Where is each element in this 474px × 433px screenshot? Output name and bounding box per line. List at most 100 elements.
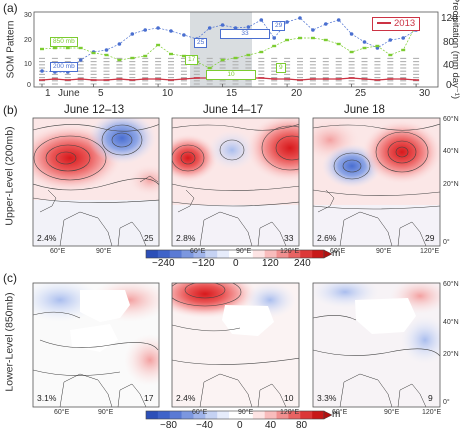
b-lat-60: 60°N [443,116,459,123]
panel-b-label: (b) [3,103,18,117]
colorbar-cell [264,250,277,258]
map-c2 [172,283,299,407]
colorbar-cell [193,250,206,258]
colorbar-c [145,410,333,420]
cbar-c-tick-0: −80 [160,420,177,431]
green-point [259,50,264,54]
map-b2-pct: 2.8% [176,233,196,243]
green-point [104,53,109,57]
x-tick-marks [41,84,417,87]
colorbar-cell [240,250,254,258]
colorbar-cell [229,250,242,258]
cbar-c-tick-1: −40 [196,420,213,431]
colorbar-cell [288,250,301,258]
map-c2-pattern: 10 [284,393,294,403]
colorbar-cell [193,411,206,419]
green-point [233,56,238,60]
tag-10: 10 [206,70,256,80]
c-lat-0: 0° [443,399,450,406]
map-c1 [33,283,159,407]
green-point [143,54,148,58]
map-c1-pct: 3.1% [37,393,57,403]
cbar-b-tick-4: 240 [294,258,311,269]
green-point [336,42,341,46]
tag-25: 25 [194,38,208,48]
tag-17: 17 [185,55,199,65]
blue-point [130,32,135,36]
colorbar-cell [252,250,265,258]
green-point [310,36,315,40]
colorbar-arrow [323,410,333,420]
colorbar-cell [217,250,230,258]
map-b2-title: June 14–17 [203,104,264,116]
map-b3 [313,118,440,246]
c-lat-40: 40°N [443,319,459,326]
b2-lon-60: 60°E [190,248,206,255]
c3-lon-120: 120°E [422,409,442,416]
c-lat-20: 20°N [443,351,459,358]
plot-frame [33,11,439,88]
green-point [52,46,57,50]
map-c1-frame [32,282,160,408]
blue-point [311,28,315,32]
x-tick-30: 30 [419,88,431,99]
c1-lon-60: 60°E [54,409,70,416]
blue-point [349,32,354,36]
green-point [181,54,186,58]
c2-lon-120: 120°E [280,409,300,416]
colorbar-cell [312,411,325,419]
colorbar-cell [157,411,171,419]
month-label: June [58,88,80,99]
c1-lon-90: 90°E [98,409,114,416]
blue-point [233,26,238,30]
left-tick-0: 0 [27,82,31,89]
map-c2-pct: 2.4% [176,393,196,403]
green-point [388,53,393,57]
blue-point [169,29,173,33]
cbar-b-unit: m [332,248,341,259]
blue-point [285,20,289,24]
b1-lon-60: 60°E [50,248,66,255]
colorbar-cell [205,411,218,419]
colorbar-cell [169,411,182,419]
right-tick-40: 40 [443,60,455,71]
colorbar-cell [169,250,182,258]
colorbar-cell [157,250,171,258]
b3-lon-60: 60°E [330,248,346,255]
green-point [91,51,96,55]
gray-boxplots [39,57,420,85]
green-point [117,58,122,62]
green-point [65,46,70,50]
map-b2-pattern: 33 [284,233,294,243]
cbar-b-tick-1: −120 [192,258,215,269]
map-c3-pattern: 9 [428,393,433,403]
cbar-b-tick-0: −240 [152,258,175,269]
blue-point [156,26,160,30]
green-point [298,36,302,40]
b-lat-40: 40°N [443,148,459,155]
green-point [323,38,328,42]
x-tick-25: 25 [355,88,367,99]
blue-point [298,16,302,20]
blue-point [401,36,406,40]
blue-point [78,58,83,62]
cbar-c-tick-4: 80 [296,420,308,431]
cbar-b-tick-2: 0 [233,258,239,269]
green-point [78,46,83,50]
map-c2-frame [171,282,300,408]
colorbar-cell [276,250,289,258]
map-b1-frame [32,117,160,247]
tag-200mb: 200 mb [50,62,78,72]
colorbar-cell [217,411,230,419]
panel-c-side-title: Lower-Level (850mb) [3,292,16,392]
green-point [285,38,290,42]
map-b3-pct: 2.6% [317,233,337,243]
legend-line [377,22,391,25]
map-c3 [313,283,440,407]
cbar-c-tick-2: 0 [237,420,243,431]
green-point [220,58,225,62]
tag-850mb: 850 mb [50,37,78,47]
tag-33: 33 [220,29,270,39]
colorbar-cell [300,250,313,258]
left-tick-20: 20 [24,37,32,44]
